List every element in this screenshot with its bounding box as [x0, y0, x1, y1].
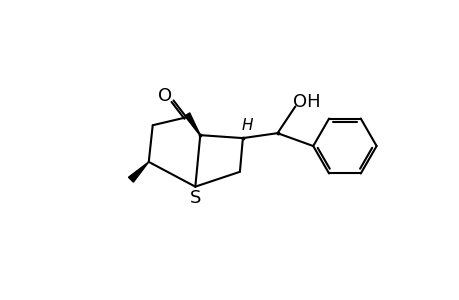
- Text: O: O: [157, 86, 171, 104]
- Text: OH: OH: [293, 93, 320, 111]
- Text: S: S: [189, 189, 201, 207]
- Polygon shape: [128, 162, 148, 182]
- Polygon shape: [185, 113, 200, 135]
- Text: H: H: [241, 118, 253, 133]
